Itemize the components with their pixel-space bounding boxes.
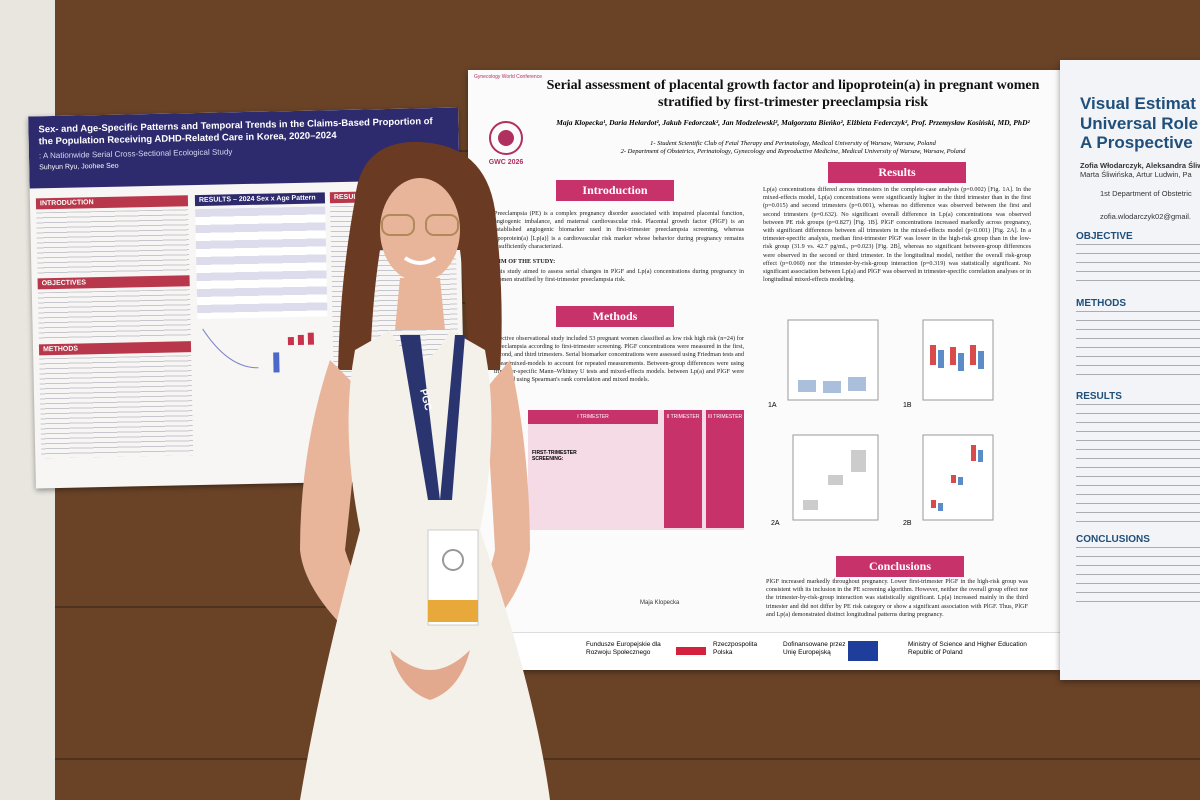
conference-name: Gynecology World Conference bbox=[474, 74, 542, 80]
poster-title: Serial assessment of placental growth fa… bbox=[546, 78, 1040, 110]
affiliation: 1- Student Scientific Club of Fetal Ther… bbox=[650, 140, 936, 147]
table-header: I TRIMESTER bbox=[528, 410, 658, 424]
poster-title: Visual Estimat Universal Role A Prospect… bbox=[1060, 60, 1200, 153]
funder: Rzeczpospolita Polska bbox=[713, 641, 758, 656]
title-line: Universal Role bbox=[1080, 113, 1199, 133]
results-figures: 1A 1B 2A 2B bbox=[768, 319, 994, 527]
text-block bbox=[39, 355, 194, 459]
results-text: Lp(a) concentrations differed across tri… bbox=[763, 186, 1031, 284]
middle-column: RESULTS – 2024 Sex x Age Pattern bbox=[194, 188, 329, 384]
affiliation: 1st Department of Obstetric bbox=[1100, 188, 1192, 198]
title-line: A Prospective bbox=[1080, 133, 1193, 153]
text-block bbox=[1076, 546, 1200, 607]
aim-heading: AIM OF THE STUDY: bbox=[494, 258, 556, 265]
table-header: II TRIMESTER bbox=[664, 410, 702, 528]
hair bbox=[338, 141, 502, 370]
section-heading: Methods bbox=[556, 306, 674, 327]
lanyard bbox=[400, 335, 440, 500]
funder: Fundusze Europejskie dla Rozwoju Społecz… bbox=[586, 641, 661, 656]
smile bbox=[403, 256, 437, 265]
conference-logo: GWC 2026 bbox=[489, 121, 524, 166]
text-block bbox=[37, 289, 191, 341]
section-heading: OBJECTIVES bbox=[37, 275, 190, 290]
right-poster: Visual Estimat Universal Role A Prospect… bbox=[1060, 60, 1200, 680]
badge-logo bbox=[442, 549, 464, 571]
affiliation: 2- Department of Obstetrics, Perinatolog… bbox=[620, 148, 966, 156]
section-heading: CONCLUSIONS bbox=[1076, 533, 1150, 545]
left-column: INTRODUCTION OBJECTIVES METHODS bbox=[35, 191, 194, 459]
text-block bbox=[36, 209, 190, 275]
left-poster: Sex- and Age-Specific Patterns and Tempo… bbox=[28, 107, 466, 489]
figure bbox=[202, 328, 314, 373]
section-heading: INTRODUCTION bbox=[35, 195, 189, 210]
poster-authors: Zofia Włodarczyk, Aleksandra Śliw bbox=[1080, 160, 1200, 170]
text-block bbox=[1076, 243, 1200, 288]
white-dress bbox=[300, 330, 550, 800]
methods-text: spective observational study included 53… bbox=[494, 335, 744, 383]
funder: Ministry of Science and Higher Education… bbox=[908, 641, 1027, 656]
logo-text: GWC 2026 bbox=[489, 159, 524, 166]
figure-label: 2A bbox=[771, 520, 780, 527]
section-heading: Introduction bbox=[556, 180, 674, 201]
aim-text: This study aimed to assess serial change… bbox=[494, 268, 744, 284]
glasses bbox=[425, 214, 459, 236]
section-heading: METHODS bbox=[38, 341, 192, 356]
section-heading: METHODS bbox=[1076, 297, 1126, 309]
hands bbox=[390, 650, 470, 700]
title-line: Visual Estimat bbox=[1080, 94, 1196, 113]
text-block bbox=[1076, 403, 1200, 524]
poster-authors: Maja Klopecka¹, Daria Hełardot², Jakub F… bbox=[556, 118, 1030, 127]
eu-flag bbox=[848, 641, 878, 661]
lanyard-text: PGC bbox=[417, 388, 433, 412]
funder: Dofinansowane przez Unię Europejską bbox=[783, 641, 846, 656]
badge-stripe bbox=[428, 600, 478, 622]
person: PGC bbox=[300, 141, 550, 800]
affiliations: 1- Student Scientific Club of Fetal Ther… bbox=[543, 140, 1043, 157]
center-poster: Gynecology World Conference GWC 2026 Ser… bbox=[468, 70, 1060, 670]
screening-label: FIRST-TRIMESTER SCREENING: bbox=[532, 450, 577, 462]
section-heading: RESULTS bbox=[1076, 390, 1122, 402]
conclusions-text: PlGF increased markedly throughout pregn… bbox=[766, 578, 1028, 618]
face bbox=[380, 178, 460, 282]
contact-name: Maja Klopecka bbox=[640, 600, 680, 606]
section-heading: Results bbox=[828, 162, 966, 183]
figure-label: 1B bbox=[903, 402, 912, 409]
neck bbox=[395, 278, 445, 330]
figure-label: 1A bbox=[768, 402, 777, 409]
arm bbox=[430, 360, 530, 665]
poster-authors: Marta Śliwińska, Artur Ludwin, Pa bbox=[1080, 169, 1192, 179]
glasses bbox=[381, 214, 415, 236]
section-heading: Conclusions bbox=[836, 556, 964, 577]
flag bbox=[676, 647, 706, 655]
section-heading: OBJECTIVE bbox=[1076, 230, 1133, 242]
figure-label: 2B bbox=[903, 520, 912, 527]
intro-text: Preeclampsia (PE) is a complex pregnancy… bbox=[494, 210, 744, 250]
table-header: III TRIMESTER bbox=[706, 410, 744, 528]
screening-table: I TRIMESTER II TRIMESTER III TRIMESTER F… bbox=[528, 410, 744, 530]
funders-bar: Fundusze Europejskie dla Rozwoju Społecz… bbox=[468, 632, 1060, 670]
arm bbox=[300, 360, 410, 660]
email: zofia.wlodarczyk02@gmail. bbox=[1100, 211, 1191, 221]
lanyard bbox=[440, 335, 465, 500]
text-block bbox=[1076, 310, 1200, 381]
